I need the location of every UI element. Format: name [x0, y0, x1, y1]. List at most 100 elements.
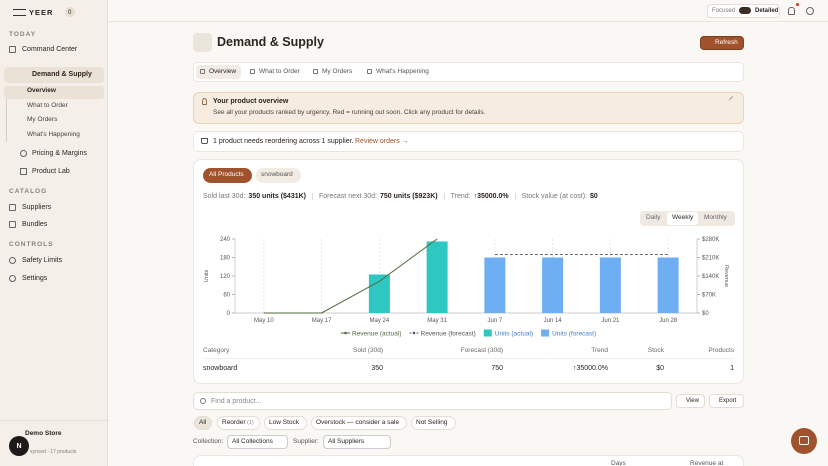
nav-item[interactable]: Pricing & Margins — [32, 150, 87, 157]
period-active — [667, 212, 698, 225]
chip-label[interactable]: Not Selling — [416, 419, 448, 426]
switch — [739, 7, 751, 14]
chip-count: (1) — [247, 419, 254, 426]
chip[interactable] — [194, 416, 212, 430]
chip-label[interactable]: Overstock — consider a sale — [316, 419, 400, 426]
search-placeholder[interactable]: Find a product... — [211, 398, 262, 405]
settings-icon[interactable] — [806, 7, 814, 15]
sub-nav-item[interactable]: What's Happening — [27, 131, 80, 138]
badge-count: 0 — [68, 9, 72, 16]
sub-nav-item[interactable]: What to Order — [27, 102, 68, 109]
tab-icon — [250, 69, 255, 74]
chip-label[interactable]: Low Stock — [269, 419, 299, 426]
store-status: synced · 17 products — [30, 449, 77, 455]
stat-label: Stock value (at cost): — [521, 193, 587, 200]
icon — [9, 221, 16, 228]
filter-chip[interactable]: All Products — [209, 171, 244, 178]
view-button[interactable] — [676, 394, 705, 408]
separator — [514, 193, 516, 200]
table-header: Days — [611, 460, 626, 466]
select-value[interactable]: All Collections — [232, 438, 273, 445]
select-value[interactable]: All Suppliers — [328, 438, 365, 445]
tab[interactable]: What to Order — [259, 67, 300, 75]
nav-item[interactable]: Suppliers — [22, 204, 52, 211]
nav-item[interactable]: Safety Limits — [22, 257, 63, 264]
table-header: Trend — [591, 347, 608, 354]
logo-icon — [13, 9, 26, 16]
avatar — [9, 436, 29, 456]
stat-value: 750 units ($923K) — [380, 193, 438, 200]
badge — [65, 7, 75, 17]
chip[interactable] — [217, 416, 260, 430]
filter-chip[interactable]: snowboard — [261, 171, 293, 178]
separator — [312, 193, 314, 200]
chip[interactable] — [411, 416, 456, 430]
tab[interactable]: What's Happening — [376, 67, 429, 75]
refresh-button[interactable] — [700, 36, 744, 50]
stat-label: Sold last 30d: — [203, 193, 246, 200]
select[interactable] — [323, 435, 391, 449]
section-label: TODAY — [9, 31, 37, 38]
select[interactable] — [227, 435, 288, 449]
nav-item[interactable]: Command Center — [22, 46, 78, 53]
chip[interactable] — [264, 416, 307, 430]
stat-label: Trend: — [450, 193, 471, 200]
filter-active[interactable] — [203, 168, 252, 183]
topbar — [108, 0, 828, 22]
tab[interactable]: Overview — [209, 67, 237, 75]
period-option[interactable]: Daily — [646, 214, 661, 221]
mode-label[interactable]: Detailed — [755, 8, 779, 14]
view-label[interactable]: View — [686, 398, 699, 404]
chip-label[interactable]: Reorder — [222, 419, 246, 426]
search-box — [193, 392, 672, 410]
nav-item[interactable]: Demand & Supply — [32, 71, 92, 78]
table-header: Products — [708, 347, 734, 354]
filter-chip-bg[interactable] — [256, 168, 301, 183]
reorder-bar — [193, 131, 744, 152]
reorder-link[interactable]: Review orders → — [355, 138, 409, 145]
bulb-icon — [202, 98, 207, 105]
sub-nav-item[interactable]: Overview — [27, 87, 56, 94]
mode-label[interactable]: Focused — [712, 8, 736, 14]
icon — [9, 275, 16, 282]
icon — [9, 46, 16, 53]
export-label[interactable]: Export — [719, 398, 737, 404]
stats-row: Sold last 30d: 350 units ($431K) Forecast … — [203, 193, 598, 200]
banner-title: Your product overview — [213, 98, 289, 105]
chip[interactable] — [311, 416, 407, 430]
refresh-label[interactable]: Refresh — [715, 39, 738, 46]
tab[interactable]: My Orders — [322, 67, 353, 75]
reorder-text: 1 product needs reordering across 1 supp… — [213, 138, 354, 145]
stat-value: $0 — [589, 193, 598, 200]
stat-value: ↑35000.0% — [473, 193, 509, 200]
tab-bar — [193, 62, 744, 82]
page-title: Demand & Supply — [217, 35, 324, 49]
table-header: Sold (30d) — [353, 347, 383, 354]
table-cell: 1 — [730, 365, 734, 372]
nav-active — [4, 67, 104, 83]
nav-item[interactable]: Settings — [22, 275, 48, 282]
table-cell: ↑35000.0% — [572, 365, 608, 372]
nav-item[interactable]: Product Lab — [32, 168, 70, 175]
tab-icon — [367, 69, 372, 74]
store-name: Demo Store — [25, 430, 62, 437]
export-button[interactable] — [709, 394, 744, 408]
divider — [0, 420, 108, 421]
stat-label: Forecast next 30d: — [319, 193, 377, 200]
table-header: Stock — [647, 347, 664, 354]
separator — [443, 193, 445, 200]
chip-label[interactable]: All — [199, 419, 207, 426]
nav-item[interactable]: Bundles — [22, 221, 48, 228]
period-option[interactable]: Monthly — [704, 214, 727, 221]
sub-active — [4, 86, 104, 99]
selector-label: Supplier: — [293, 438, 319, 445]
table-rule — [203, 358, 734, 359]
section-label: CATALOG — [9, 188, 48, 195]
bell[interactable] — [788, 7, 795, 15]
chat-button[interactable] — [791, 428, 817, 454]
period-option[interactable]: Weekly — [672, 214, 694, 221]
sub-nav-item[interactable]: My Orders — [27, 116, 58, 123]
table-header: Revenue at — [690, 460, 724, 466]
chat-icon — [799, 436, 809, 445]
